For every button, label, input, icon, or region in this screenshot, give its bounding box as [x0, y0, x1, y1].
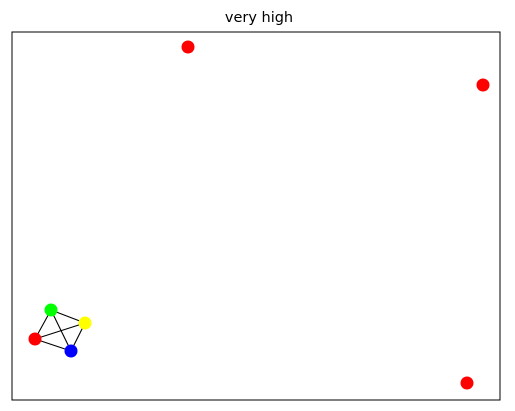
node-top-center — [181, 40, 195, 54]
node-blue — [64, 344, 78, 358]
node-top-right — [476, 78, 490, 92]
figure-title: very high — [225, 10, 293, 26]
nodes-layer — [28, 40, 490, 390]
node-bottom-right — [460, 376, 474, 390]
edge-node-yellow-node-red-cluster — [34, 322, 86, 340]
node-yellow — [78, 316, 92, 330]
node-green — [44, 303, 58, 317]
axes-frame — [11, 31, 501, 401]
node-red-cluster — [28, 332, 42, 346]
